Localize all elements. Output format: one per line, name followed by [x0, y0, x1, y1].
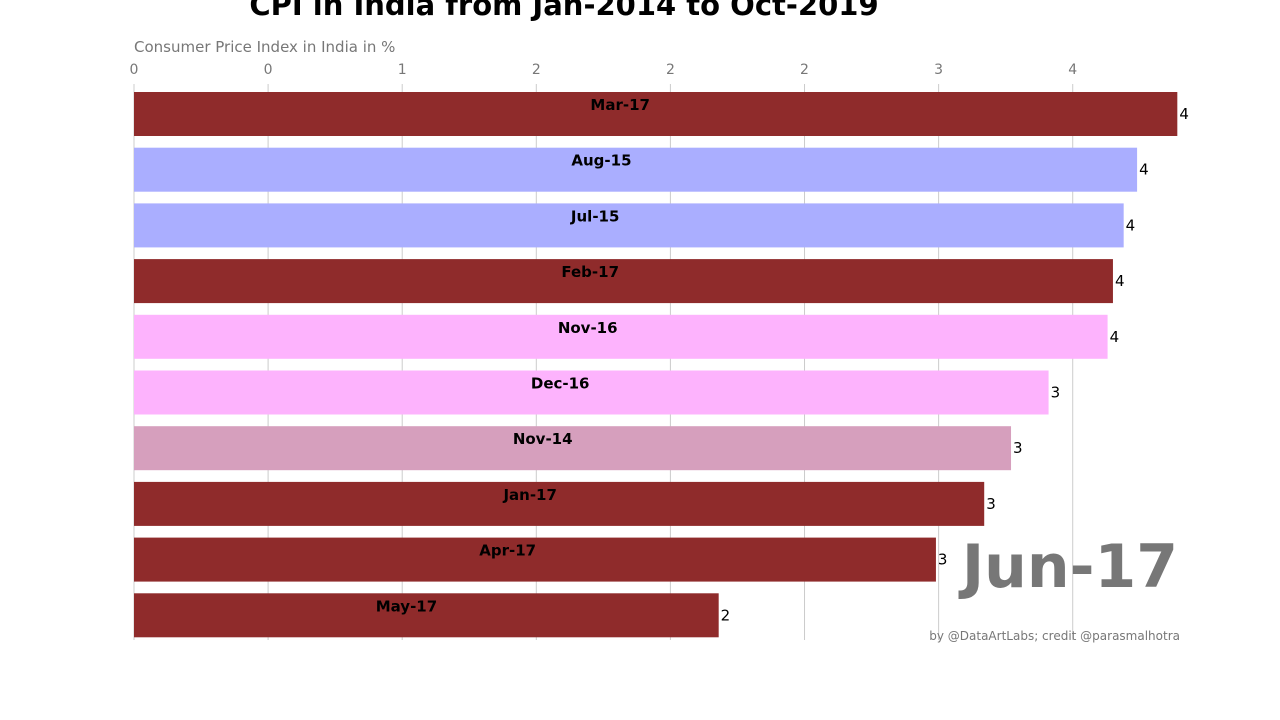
bar-category-label: Feb-17 — [561, 263, 619, 281]
bar-value-label: 4 — [1115, 272, 1125, 290]
bar-category-label: Nov-14 — [513, 430, 573, 448]
credit-text: by @DataArtLabs; credit @parasmalhotra — [929, 629, 1180, 643]
bar-category-label: Dec-16 — [531, 375, 590, 393]
bar-aug-15 — [134, 147, 1138, 192]
bar-feb-17 — [134, 259, 1113, 304]
tick-label: 3 — [934, 62, 943, 78]
bar-jan-17 — [134, 481, 985, 526]
period-label: Jun-17 — [961, 532, 1178, 602]
bar-value-label: 3 — [938, 551, 948, 569]
bar-labels: Mar-17 4 Aug-15 4 Jul-15 4 Feb-17 4 Nov-16 4 Dec-1… — [376, 96, 1189, 624]
bar-value-label: 4 — [1179, 105, 1189, 123]
bar-value-label: 4 — [1110, 328, 1120, 346]
bar-category-label: Jan-17 — [502, 486, 556, 504]
bar-value-label: 4 — [1126, 216, 1136, 234]
bar-value-label: 4 — [1139, 161, 1149, 179]
bar-jul-15 — [134, 203, 1124, 248]
tick-label: 0 — [264, 62, 273, 78]
bar-apr-17 — [134, 537, 936, 582]
bar-category-label: May-17 — [376, 597, 437, 615]
bars — [134, 92, 1178, 638]
tick-label: 1 — [398, 62, 407, 78]
tick-label: 2 — [666, 62, 675, 78]
bar-value-label: 2 — [721, 606, 731, 624]
bar-category-label: Jul-15 — [570, 207, 620, 225]
bar-dec-16 — [134, 370, 1049, 415]
bar-value-label: 3 — [1013, 439, 1023, 457]
bar-value-label: 3 — [986, 495, 996, 513]
tick-label: 0 — [130, 62, 139, 78]
tick-label: 2 — [800, 62, 809, 78]
bar-category-label: Mar-17 — [590, 96, 650, 114]
bar-nov-14 — [134, 426, 1012, 471]
axis-label: Consumer Price Index in India in % — [134, 38, 396, 56]
bar-mar-17 — [134, 92, 1178, 136]
tick-label: 4 — [1068, 62, 1077, 78]
bar-category-label: Nov-16 — [558, 319, 618, 337]
tick-label: 2 — [532, 62, 541, 78]
x-axis-ticks: 0 0 1 2 2 2 3 4 — [130, 62, 1078, 78]
bar-value-label: 3 — [1051, 384, 1061, 402]
chart-title: CPI in India from Jan-2014 to Oct-2019 — [249, 0, 879, 22]
bar-may-17 — [134, 593, 719, 638]
bar-category-label: Apr-17 — [479, 542, 536, 560]
bar-nov-16 — [134, 314, 1108, 359]
bar-category-label: Aug-15 — [571, 152, 631, 170]
